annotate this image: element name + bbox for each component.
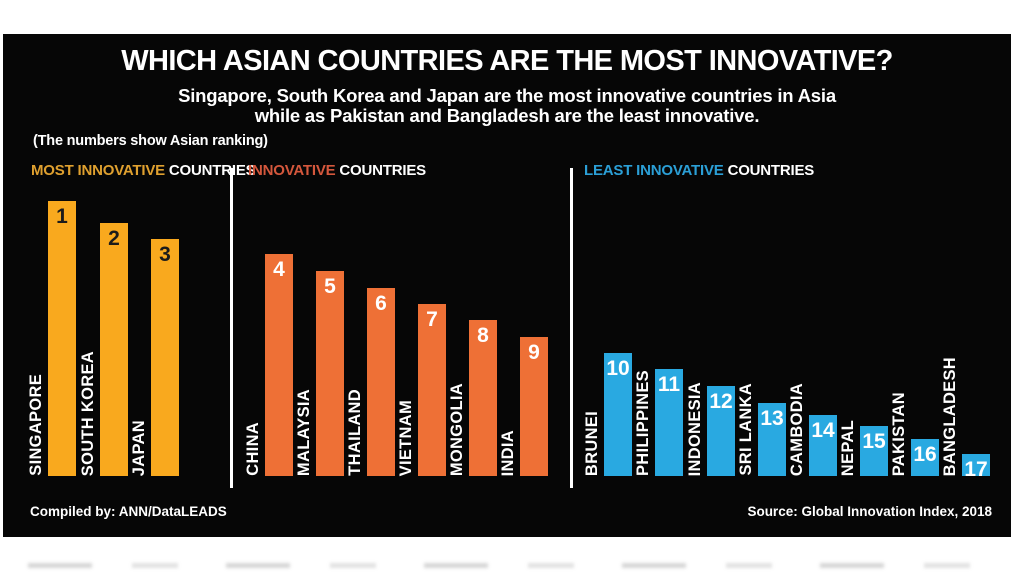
group-header-rest: COUNTRIES	[727, 162, 815, 179]
rank-label-japan: 3	[159, 243, 171, 266]
source-credit: Source: Global Innovation Index, 2018	[747, 504, 992, 519]
compiled-by: Compiled by: ANN/DataLEADS	[30, 504, 227, 519]
bar-nepal: 15	[860, 426, 888, 476]
country-label-japan: JAPAN	[130, 419, 148, 476]
country-label-sri-lanka: SRI LANKA	[737, 383, 755, 476]
page-title: WHICH ASIAN COUNTRIES ARE THE MOST INNOV…	[121, 45, 893, 77]
group-header-rest: COUNTRIES	[168, 162, 256, 179]
country-label-india: INDIA	[499, 429, 517, 476]
footer: Compiled by: ANN/DataLEADS Source: Globa…	[30, 504, 992, 519]
country-label-pakistan: PAKISTAN	[890, 391, 908, 476]
group-header-highlight: MOST INNOVATIVE	[31, 162, 169, 179]
country-label-brunei: BRUNEI	[583, 410, 601, 476]
bar-china: 4	[265, 254, 293, 476]
rank-label-sri-lanka: 13	[760, 407, 784, 430]
bar-philippines: 11	[655, 369, 683, 476]
rank-label-vietnam: 7	[426, 308, 438, 331]
rank-label-india: 9	[528, 341, 540, 364]
rank-label-mongolia: 8	[477, 324, 489, 347]
group-header-innovative: INNOVATIVE COUNTRIES	[248, 162, 426, 179]
rank-label-indonesia: 12	[709, 390, 733, 413]
bar-mongolia: 8	[469, 320, 497, 476]
rank-label-brunei: 10	[606, 357, 630, 380]
rank-label-bangladesh: 17	[964, 458, 988, 481]
rank-label-south-korea: 2	[108, 227, 120, 250]
group-header-rest: COUNTRIES	[339, 162, 426, 179]
country-label-bangladesh: BANGLADESH	[941, 356, 959, 476]
rank-label-cambodia: 14	[811, 419, 835, 442]
country-label-vietnam: VIETNAM	[397, 399, 415, 476]
bar-cambodia: 14	[809, 415, 837, 476]
bar-bangladesh: 17	[962, 454, 990, 480]
infographic-panel: WHICH ASIAN COUNTRIES ARE THE MOST INNOV…	[3, 34, 1011, 537]
ranking-note: (The numbers show Asian ranking)	[33, 133, 268, 149]
bar-singapore: 1	[48, 201, 76, 476]
rank-label-pakistan: 16	[913, 443, 937, 466]
section-divider	[230, 168, 233, 488]
bar-sri-lanka: 13	[758, 403, 786, 476]
subtitle: Singapore, South Korea and Japan are the…	[3, 86, 1011, 125]
bar-thailand: 6	[367, 288, 395, 476]
rank-label-singapore: 1	[56, 205, 68, 228]
subtitle-line-1: Singapore, South Korea and Japan are the…	[178, 85, 836, 106]
chart-area: MOST INNOVATIVE COUNTRIES SINGAPORE 1 SOUTH…	[3, 34, 1011, 537]
rank-label-nepal: 15	[862, 430, 886, 453]
country-label-nepal: NEPAL	[839, 419, 857, 476]
country-label-cambodia: CAMBODIA	[788, 382, 806, 476]
rank-label-malaysia: 5	[324, 275, 336, 298]
bar-india: 9	[520, 337, 548, 476]
bar-pakistan: 16	[911, 439, 939, 476]
rank-label-china: 4	[273, 258, 285, 281]
bar-japan: 3	[151, 239, 179, 476]
rank-label-thailand: 6	[375, 292, 387, 315]
country-label-singapore: SINGAPORE	[27, 374, 45, 476]
subtitle-line-2: while as Pakistan and Bangladesh are the…	[254, 104, 760, 126]
country-label-philippines: PHILIPPINES	[634, 370, 652, 476]
country-label-malaysia: MALAYSIA	[295, 388, 313, 476]
bar-malaysia: 5	[316, 271, 344, 476]
rank-label-philippines: 11	[657, 373, 681, 396]
scan-artifact	[28, 563, 1006, 568]
group-header-highlight: LEAST INNOVATIVE	[584, 162, 728, 179]
country-label-china: CHINA	[244, 422, 262, 476]
section-divider	[570, 168, 573, 488]
country-label-mongolia: MONGOLIA	[448, 382, 466, 476]
bar-brunei: 10	[604, 353, 632, 476]
group-header-least-innovative: LEAST INNOVATIVE COUNTRIES	[584, 162, 814, 179]
bar-vietnam: 7	[418, 304, 446, 476]
group-header-most-innovative: MOST INNOVATIVE COUNTRIES	[31, 162, 256, 179]
country-label-thailand: THAILAND	[346, 389, 364, 476]
bar-indonesia: 12	[707, 386, 735, 476]
country-label-indonesia: INDONESIA	[686, 381, 704, 476]
bar-south-korea: 2	[100, 223, 128, 476]
country-label-south-korea: SOUTH KOREA	[79, 350, 97, 476]
group-header-highlight: INNOVATIVE	[248, 162, 340, 179]
